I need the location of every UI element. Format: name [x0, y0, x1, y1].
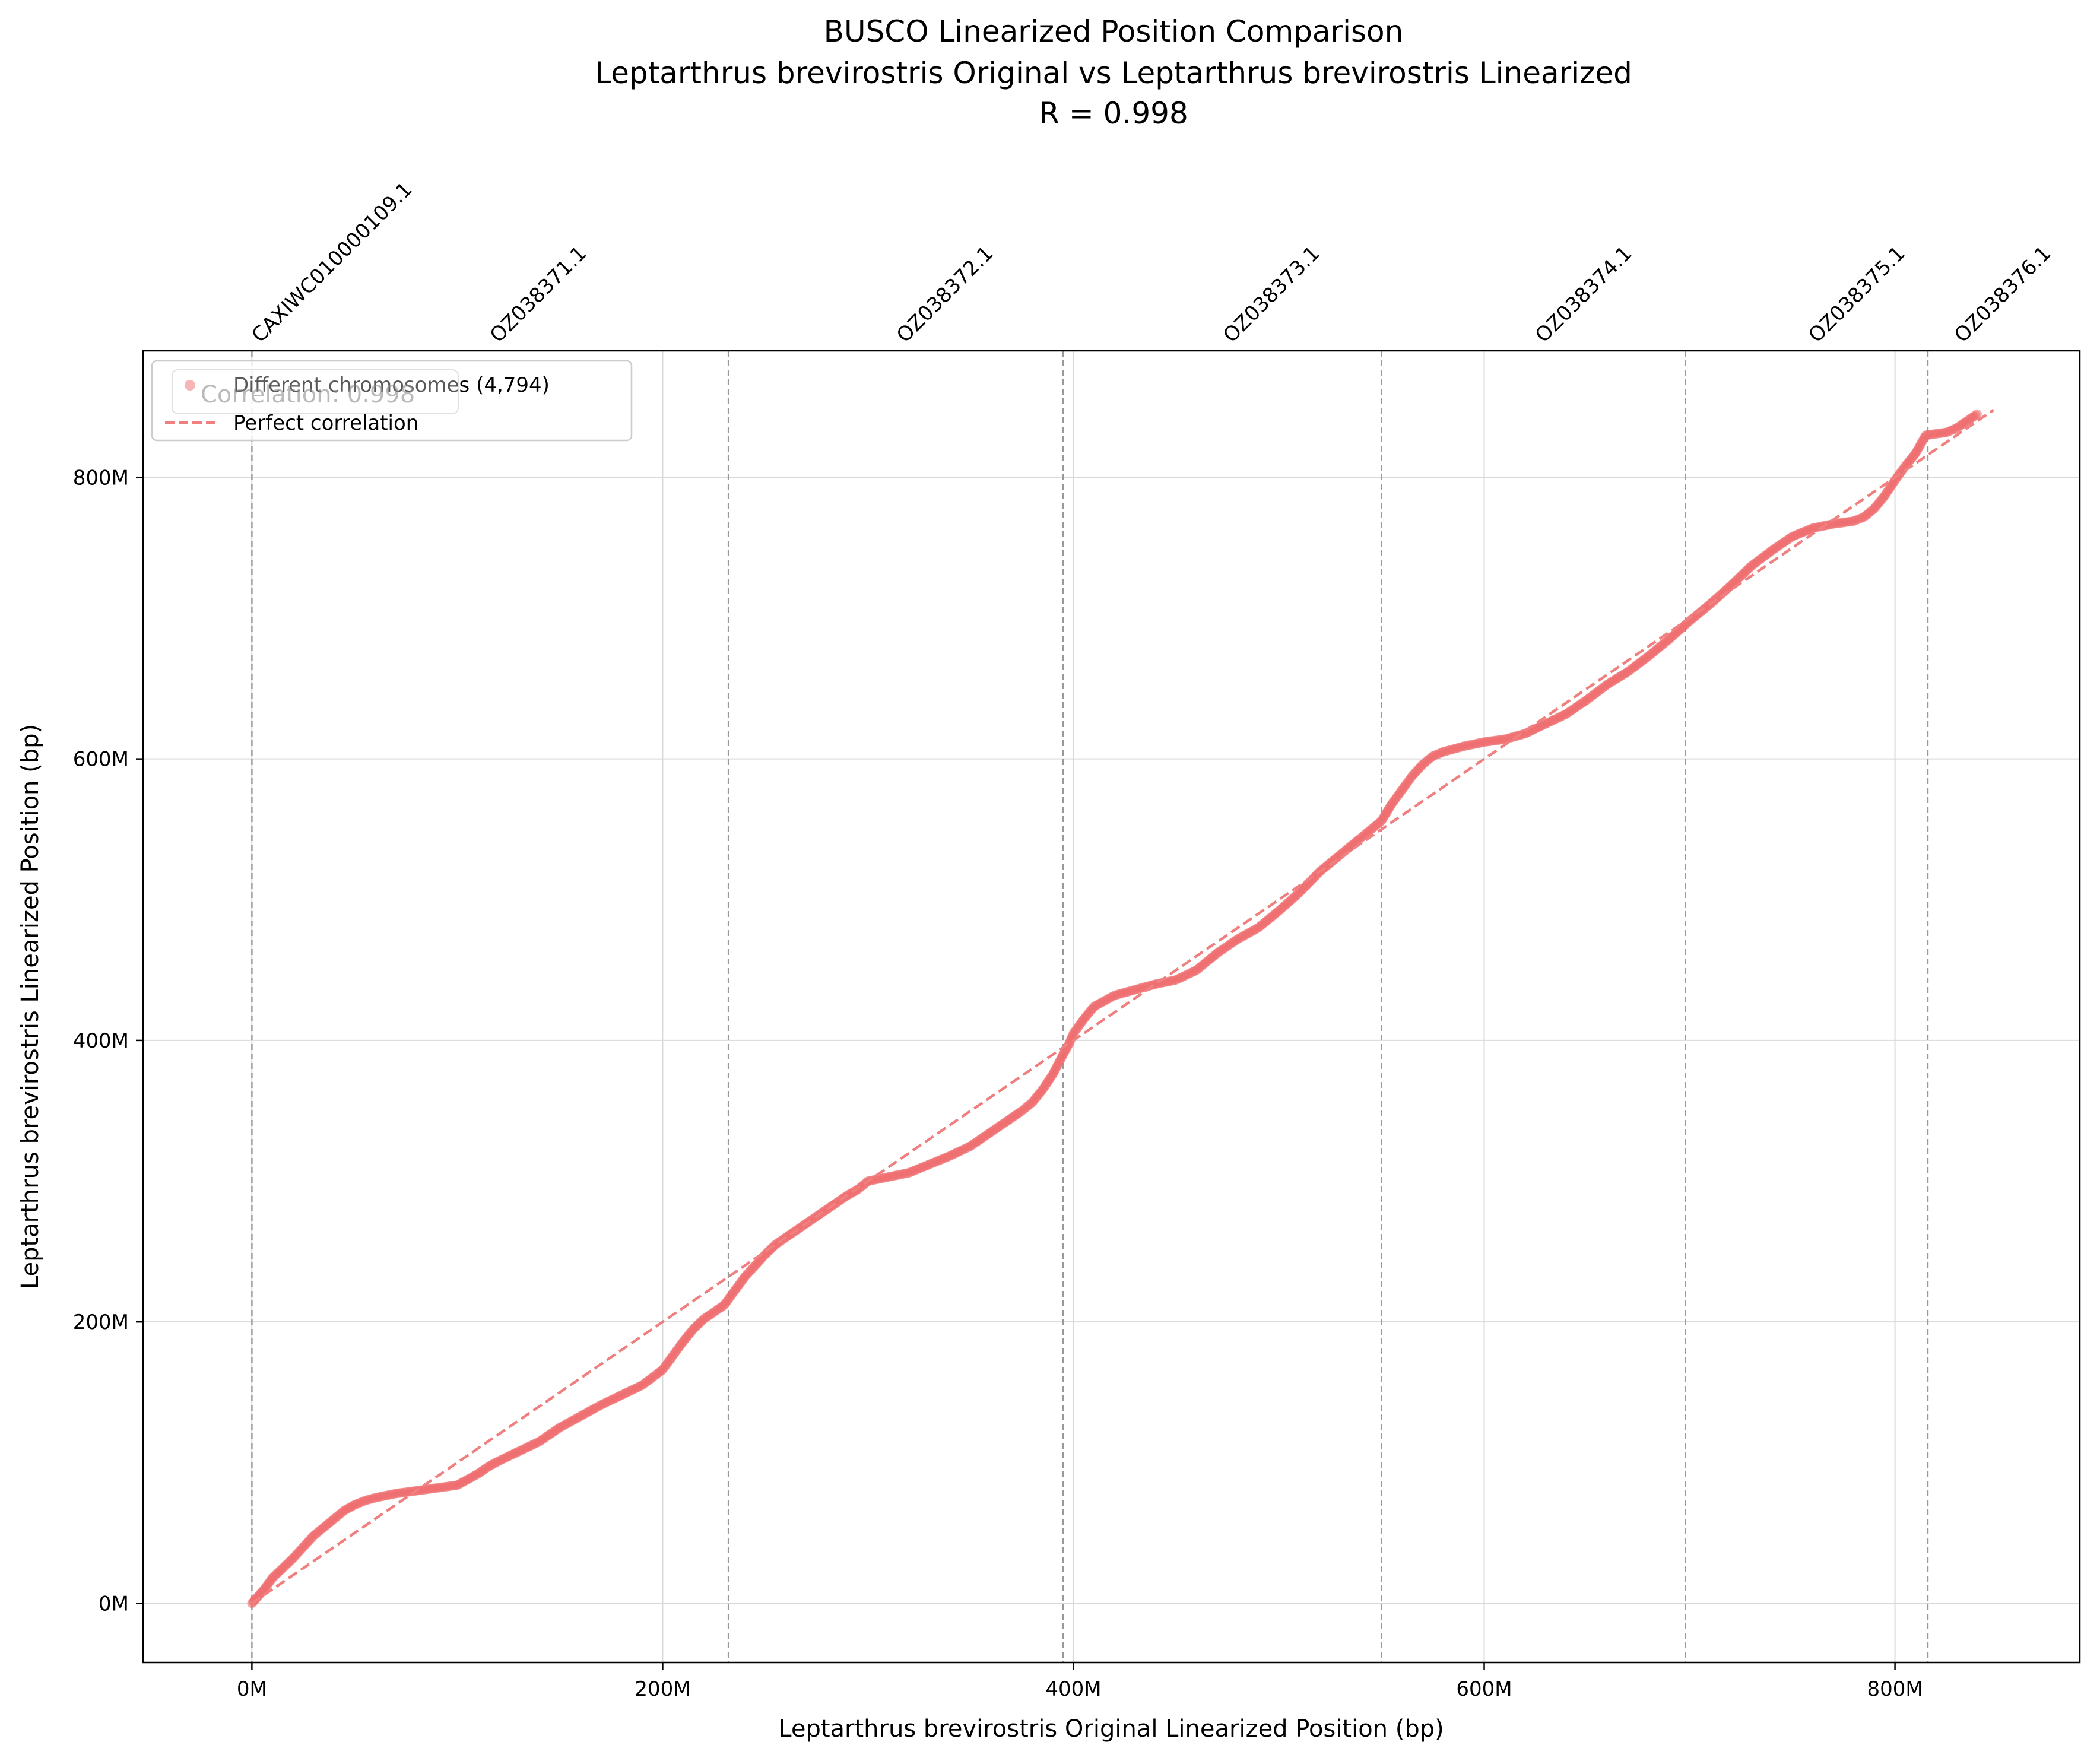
y-tick-label: 0M — [99, 1592, 129, 1616]
correlation-text: Correlation: 0.998 — [201, 381, 415, 408]
x-tick-label: 600M — [1456, 1677, 1512, 1701]
legend-box — [151, 360, 633, 442]
y-tick-label: 800M — [73, 466, 129, 490]
data-points — [247, 409, 1982, 1608]
legend: Different chromosomes (4,794) Perfect co… — [151, 360, 633, 442]
x-axis-ticks: 0M 200M 400M 600M 800M — [237, 1662, 1923, 1701]
plot-frame — [142, 350, 2081, 1664]
legend-marker-different-chromosomes — [185, 380, 195, 391]
legend-label-perfect-correlation: Perfect correlation — [233, 411, 418, 435]
y-tick-label: 200M — [73, 1311, 129, 1334]
x-tick-label: 800M — [1867, 1677, 1923, 1701]
chart-title-line-2: Leptarthrus brevirostris Original vs Lep… — [595, 56, 1632, 90]
chart-title-line-3: R = 0.998 — [1039, 96, 1188, 131]
correlation-box-frame — [172, 369, 459, 414]
legend-label-different-chromosomes: Different chromosomes (4,794) — [233, 373, 550, 397]
chromosome-boundaries — [251, 351, 1929, 1662]
grid-lines — [143, 351, 2080, 1662]
perfect-correlation-layer — [251, 408, 1994, 1605]
x-tick-label: 200M — [635, 1677, 690, 1701]
chart-title-line-1: BUSCO Linearized Position Comparison — [824, 14, 1404, 49]
y-axis-ticks: 0M 200M 400M 600M 800M — [73, 466, 143, 1616]
correlation-box: Correlation: 0.998 — [172, 369, 459, 414]
perfect-correlation-line — [251, 408, 1994, 1605]
y-tick-label: 400M — [73, 1029, 129, 1053]
y-axis-label: Leptarthrus brevirostris Linearized Posi… — [17, 724, 44, 1289]
data-point — [1972, 409, 1982, 419]
y-tick-label: 600M — [73, 748, 129, 772]
x-tick-label: 0M — [237, 1677, 267, 1701]
x-tick-label: 400M — [1045, 1677, 1101, 1701]
x-axis-label: Leptarthrus brevirostris Original Linear… — [778, 1715, 1444, 1743]
